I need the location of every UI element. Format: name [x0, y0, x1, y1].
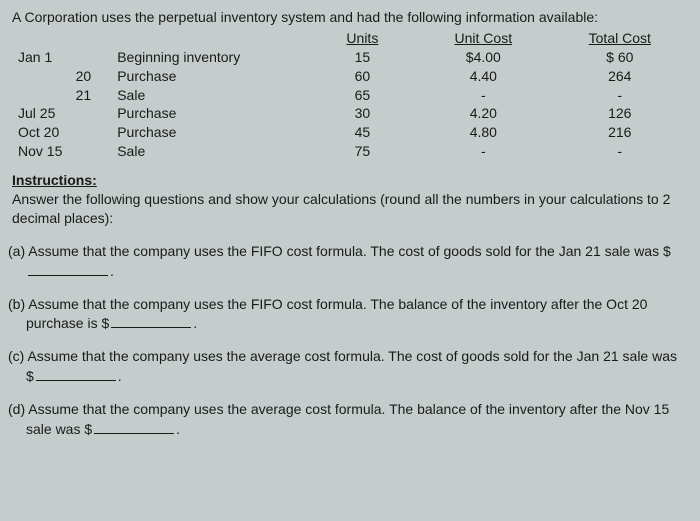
answer-blank — [28, 261, 108, 276]
question-label: (b) — [8, 296, 25, 312]
table-header-row: Units Unit Cost Total Cost — [12, 29, 688, 48]
question-a: (a) Assume that the company uses the FIF… — [12, 242, 688, 281]
cell-unit-cost: 4.40 — [415, 67, 551, 86]
answer-blank — [94, 419, 174, 434]
question-c: (c) Assume that the company uses the ave… — [12, 347, 688, 386]
table-row: 20 Purchase 60 4.40 264 — [12, 67, 688, 86]
answer-blank — [111, 313, 191, 328]
cell-desc: Purchase — [111, 104, 309, 123]
header-total-cost: Total Cost — [552, 29, 688, 48]
cell-total: - — [552, 142, 688, 161]
cell-date: Oct 20 — [12, 123, 111, 142]
table-row: Oct 20 Purchase 45 4.80 216 — [12, 123, 688, 142]
answer-blank — [36, 366, 116, 381]
cell-total: $ 60 — [552, 48, 688, 67]
cell-desc: Sale — [111, 86, 309, 105]
instructions-body: Answer the following questions and show … — [12, 190, 688, 228]
cell-desc: Purchase — [111, 123, 309, 142]
question-label: (d) — [8, 401, 25, 417]
header-unit-cost: Unit Cost — [415, 29, 551, 48]
cell-units: 15 — [310, 48, 415, 67]
intro-text: A Corporation uses the perpetual invento… — [12, 8, 688, 27]
cell-date: 20 — [12, 67, 111, 86]
cell-desc: Sale — [111, 142, 309, 161]
cell-unit-cost: 4.20 — [415, 104, 551, 123]
cell-total: - — [552, 86, 688, 105]
cell-total: 216 — [552, 123, 688, 142]
cell-units: 65 — [310, 86, 415, 105]
cell-units: 30 — [310, 104, 415, 123]
question-label: (a) — [8, 243, 25, 259]
cell-date: Jul 25 — [12, 104, 111, 123]
question-text-after: . — [193, 315, 197, 331]
question-text-after: . — [176, 421, 180, 437]
table-row: Jan 1 Beginning inventory 15 $4.00 $ 60 — [12, 48, 688, 67]
inventory-table: Units Unit Cost Total Cost Jan 1 Beginni… — [12, 29, 688, 161]
cell-desc: Beginning inventory — [111, 48, 309, 67]
instructions-header: Instructions: — [12, 171, 688, 190]
cell-units: 45 — [310, 123, 415, 142]
question-text-before: Assume that the company uses the average… — [26, 348, 677, 384]
cell-desc: Purchase — [111, 67, 309, 86]
cell-total: 126 — [552, 104, 688, 123]
cell-units: 75 — [310, 142, 415, 161]
cell-unit-cost: - — [415, 86, 551, 105]
table-row: Nov 15 Sale 75 - - — [12, 142, 688, 161]
question-b: (b) Assume that the company uses the FIF… — [12, 295, 688, 334]
question-text-after: . — [110, 263, 114, 279]
table-row: 21 Sale 65 - - — [12, 86, 688, 105]
cell-unit-cost: 4.80 — [415, 123, 551, 142]
cell-date: Jan 1 — [12, 48, 111, 67]
cell-total: 264 — [552, 67, 688, 86]
cell-units: 60 — [310, 67, 415, 86]
question-text-after: . — [118, 368, 122, 384]
question-d: (d) Assume that the company uses the ave… — [12, 400, 688, 439]
header-units: Units — [310, 29, 415, 48]
cell-date: Nov 15 — [12, 142, 111, 161]
question-label: (c) — [8, 348, 24, 364]
cell-date: 21 — [12, 86, 111, 105]
table-row: Jul 25 Purchase 30 4.20 126 — [12, 104, 688, 123]
cell-unit-cost: - — [415, 142, 551, 161]
cell-unit-cost: $4.00 — [415, 48, 551, 67]
question-text-before: Assume that the company uses the FIFO co… — [28, 243, 671, 259]
